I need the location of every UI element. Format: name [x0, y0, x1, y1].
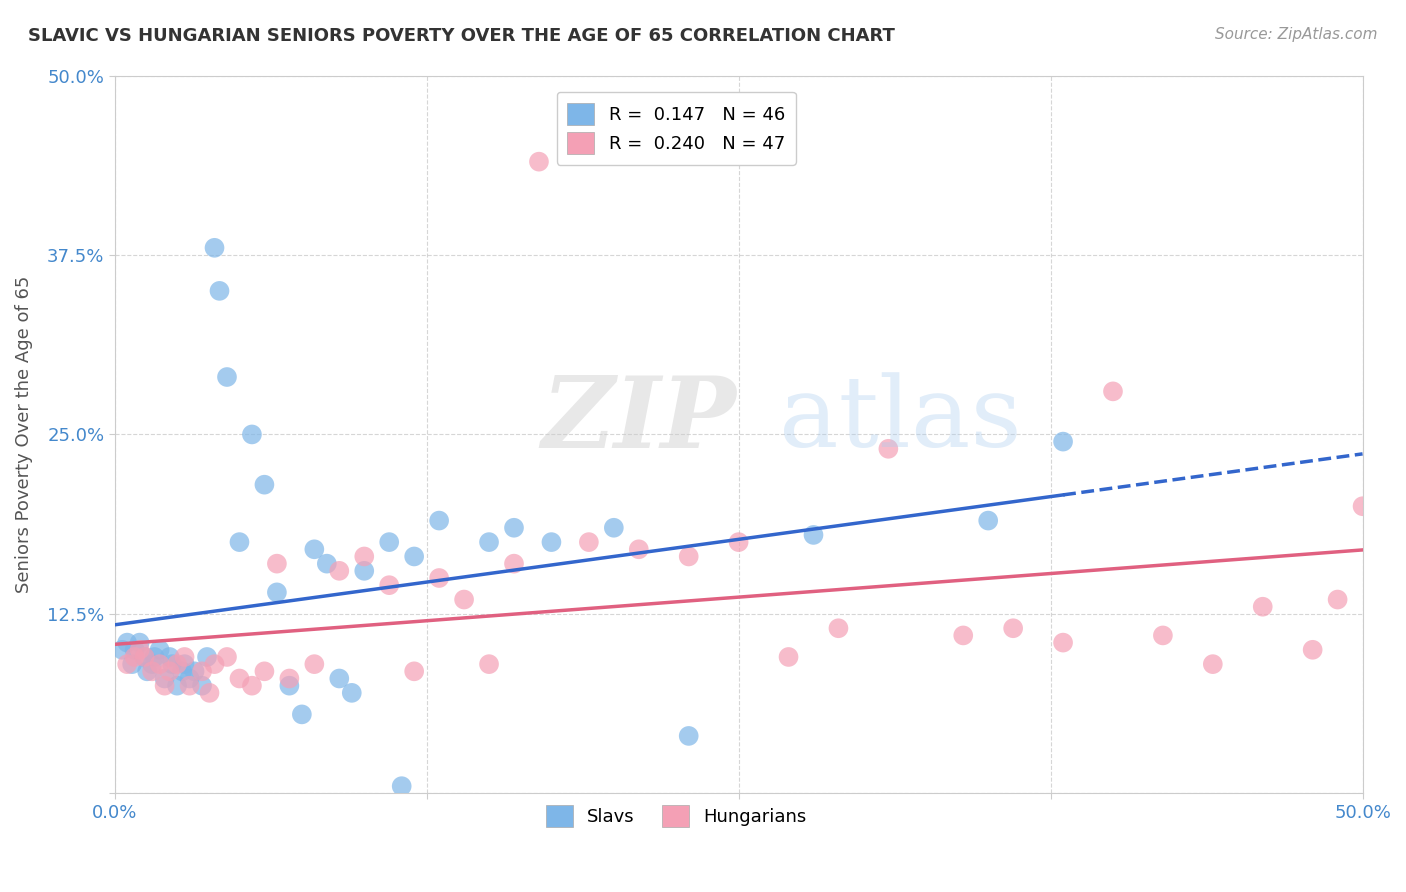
- Point: [803, 528, 825, 542]
- Point: [1202, 657, 1225, 672]
- Point: [215, 650, 238, 665]
- Point: [128, 635, 150, 649]
- Point: [153, 672, 176, 686]
- Point: [149, 657, 172, 672]
- Point: [678, 549, 700, 564]
- Point: [183, 665, 205, 679]
- Text: atlas: atlas: [779, 372, 1022, 468]
- Point: [877, 442, 900, 456]
- Point: [627, 542, 650, 557]
- Point: [215, 370, 238, 384]
- Point: [266, 585, 288, 599]
- Point: [503, 557, 526, 571]
- Point: [128, 642, 150, 657]
- Point: [678, 729, 700, 743]
- Point: [778, 650, 800, 665]
- Point: [304, 657, 326, 672]
- Point: [503, 521, 526, 535]
- Point: [141, 665, 163, 679]
- Point: [195, 650, 218, 665]
- Point: [253, 477, 276, 491]
- Point: [170, 665, 193, 679]
- Point: [278, 672, 301, 686]
- Point: [340, 686, 363, 700]
- Point: [977, 514, 1000, 528]
- Point: [391, 779, 413, 793]
- Point: [111, 642, 134, 657]
- Point: [478, 657, 501, 672]
- Point: [124, 650, 146, 665]
- Point: [115, 657, 138, 672]
- Point: [315, 557, 337, 571]
- Legend: Slavs, Hungarians: Slavs, Hungarians: [538, 798, 814, 835]
- Point: [404, 549, 426, 564]
- Point: [328, 564, 350, 578]
- Point: [527, 154, 550, 169]
- Point: [159, 650, 181, 665]
- Text: SLAVIC VS HUNGARIAN SENIORS POVERTY OVER THE AGE OF 65 CORRELATION CHART: SLAVIC VS HUNGARIAN SENIORS POVERTY OVER…: [28, 27, 896, 45]
- Point: [153, 679, 176, 693]
- Point: [136, 665, 159, 679]
- Point: [134, 650, 156, 665]
- Point: [378, 535, 401, 549]
- Point: [115, 635, 138, 649]
- Point: [228, 535, 250, 549]
- Point: [179, 679, 201, 693]
- Point: [291, 707, 314, 722]
- Point: [404, 665, 426, 679]
- Y-axis label: Seniors Poverty Over the Age of 65: Seniors Poverty Over the Age of 65: [15, 276, 32, 593]
- Point: [1152, 628, 1174, 642]
- Point: [603, 521, 626, 535]
- Point: [427, 514, 450, 528]
- Point: [266, 557, 288, 571]
- Point: [1251, 599, 1274, 614]
- Point: [578, 535, 600, 549]
- Point: [173, 657, 195, 672]
- Point: [827, 621, 849, 635]
- Point: [208, 284, 231, 298]
- Point: [1326, 592, 1348, 607]
- Point: [427, 571, 450, 585]
- Point: [304, 542, 326, 557]
- Point: [160, 657, 183, 672]
- Point: [1102, 384, 1125, 399]
- Point: [141, 657, 163, 672]
- Point: [1302, 642, 1324, 657]
- Point: [1351, 500, 1374, 514]
- Point: [952, 628, 974, 642]
- Point: [1052, 635, 1074, 649]
- Point: [240, 679, 263, 693]
- Point: [166, 679, 188, 693]
- Point: [478, 535, 501, 549]
- Point: [179, 672, 201, 686]
- Point: [328, 672, 350, 686]
- Point: [143, 650, 166, 665]
- Point: [253, 665, 276, 679]
- Point: [166, 657, 188, 672]
- Text: ZIP: ZIP: [541, 372, 737, 468]
- Point: [121, 657, 143, 672]
- Point: [240, 427, 263, 442]
- Point: [727, 535, 749, 549]
- Point: [191, 665, 214, 679]
- Point: [149, 642, 172, 657]
- Point: [159, 665, 181, 679]
- Point: [1052, 434, 1074, 449]
- Point: [204, 241, 226, 255]
- Text: Source: ZipAtlas.com: Source: ZipAtlas.com: [1215, 27, 1378, 42]
- Point: [198, 686, 221, 700]
- Point: [353, 549, 375, 564]
- Point: [278, 679, 301, 693]
- Point: [204, 657, 226, 672]
- Point: [540, 535, 562, 549]
- Point: [134, 650, 156, 665]
- Point: [173, 650, 195, 665]
- Point: [378, 578, 401, 592]
- Point: [191, 679, 214, 693]
- Point: [228, 672, 250, 686]
- Point: [353, 564, 375, 578]
- Point: [124, 642, 146, 657]
- Point: [1002, 621, 1025, 635]
- Point: [453, 592, 475, 607]
